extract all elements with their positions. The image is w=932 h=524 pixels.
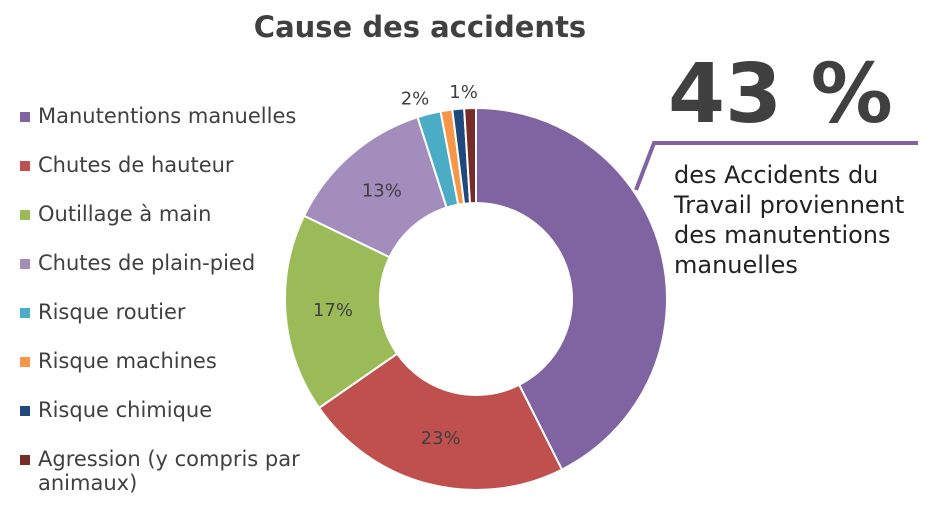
legend-item-machines: Risque machines (20, 349, 340, 398)
legend-item-routier: Risque routier (20, 300, 340, 349)
legend-item-agression: Agression (y compris par animaux) (20, 447, 340, 495)
callout-text: des Accidents du Travail proviennent des… (674, 161, 905, 279)
legend-label: Chutes de plain-pied (38, 251, 256, 275)
chart-legend: Manutentions manuelles Chutes de hauteur… (20, 104, 340, 495)
legend-swatch (20, 455, 30, 465)
legend-item-plain-pied: Chutes de plain-pied (20, 251, 340, 300)
donut-slices (284, 106, 668, 491)
legend-swatch (20, 210, 30, 220)
data-label-outillage: 17% (313, 300, 353, 321)
legend-swatch (20, 406, 30, 416)
legend-swatch (20, 308, 30, 318)
callout-line (634, 141, 918, 191)
slice-chutes-hauteur (317, 352, 564, 491)
legend-swatch (20, 259, 30, 269)
legend-label: Risque chimique (38, 398, 213, 422)
legend-label: Agression (y compris par animaux) (38, 447, 300, 495)
legend-label: Risque routier (38, 300, 186, 324)
legend-item-outillage: Outillage à main (20, 202, 340, 251)
legend-label: Outillage à main (38, 202, 212, 226)
data-label-chutes-hauteur: 23% (421, 428, 461, 449)
legend-label: Chutes de hauteur (38, 153, 234, 177)
data-label-plain-pied: 13% (362, 181, 402, 202)
donut-data-labels: 23% 17% 13% 2% 1% (313, 82, 478, 449)
data-label-routier: 2% (401, 88, 430, 109)
slice-outillage (284, 214, 399, 410)
legend-item-chimique: Risque chimique (20, 398, 340, 447)
legend-swatch (20, 161, 30, 171)
callout-big-value: 43 % (668, 47, 893, 142)
legend-item-manutentions: Manutentions manuelles (20, 104, 340, 153)
legend-label: Risque machines (38, 349, 217, 373)
slice-manutentions (475, 106, 668, 471)
legend-swatch (20, 357, 30, 367)
legend-item-chutes-hauteur: Chutes de hauteur (20, 153, 340, 202)
legend-swatch (20, 112, 30, 122)
slice-agression (463, 106, 477, 205)
data-label-agression: 1% (449, 82, 478, 103)
chart-title: Cause des accidents (253, 10, 587, 44)
legend-label: Manutentions manuelles (38, 104, 297, 128)
